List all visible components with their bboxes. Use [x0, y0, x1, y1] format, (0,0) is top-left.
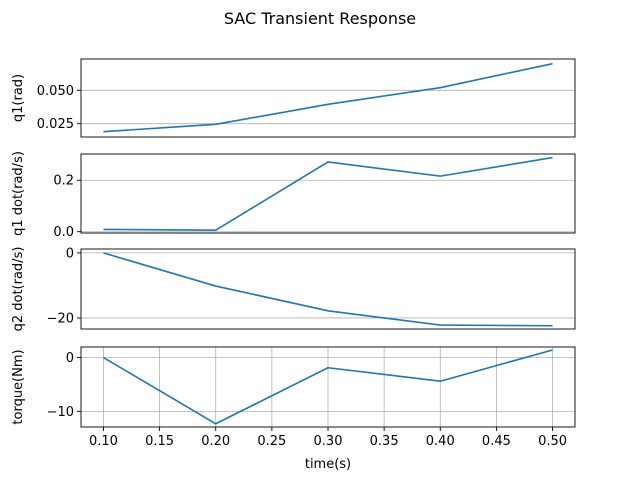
y-tick-label: 0.050: [37, 84, 74, 99]
axes-frame: [80, 248, 576, 330]
x-axis-label: time(s): [305, 457, 351, 472]
y-axis-label: q1(rad): [11, 74, 26, 122]
series-line: [103, 62, 553, 133]
x-tick-label: 0.45: [482, 434, 511, 449]
data-point: [439, 87, 441, 89]
y-tick-label: 0: [66, 246, 74, 261]
y-tick-label: 0.2: [53, 174, 74, 189]
x-tick-label: 0.40: [426, 434, 455, 449]
data-point: [439, 175, 441, 177]
data-point: [552, 325, 554, 327]
data-point: [215, 123, 217, 125]
data-point: [102, 131, 104, 133]
data-point: [552, 349, 554, 351]
subplot-1: 0.025 0.050 q1(rad): [11, 58, 576, 138]
series-line: [103, 252, 553, 327]
data-point: [439, 380, 441, 382]
y-axis-label: q1 dot(rad/s): [11, 151, 26, 236]
data-point: [327, 103, 329, 105]
figure-title: SAC Transient Response: [224, 9, 416, 28]
data-point: [102, 357, 104, 359]
series-line: [103, 156, 553, 231]
data-point: [439, 324, 441, 326]
x-tick-label: 0.50: [538, 434, 567, 449]
data-point: [215, 423, 217, 425]
y-tick-label: −10: [47, 405, 74, 420]
y-axis-label: q2 dot(rad/s): [11, 247, 26, 332]
data-point: [215, 285, 217, 287]
data-point: [215, 229, 217, 231]
y-tick-label: −20: [47, 311, 74, 326]
x-tick-label: 0.30: [314, 434, 343, 449]
y-tick-label: 0.0: [53, 225, 74, 240]
x-tick-label: 0.35: [370, 434, 399, 449]
subplot-4: −10 0 torque(Nm) 0.10 0.15 0.20 0.25 0.30 0.35 0.…: [11, 346, 576, 472]
series-line: [103, 349, 553, 425]
x-tick-label: 0.15: [145, 434, 174, 449]
data-point: [102, 252, 104, 254]
x-tick-label: 0.20: [201, 434, 230, 449]
y-axis-label: torque(Nm): [11, 349, 26, 424]
data-point: [327, 161, 329, 163]
data-point: [552, 63, 554, 65]
x-tick-label: 0.10: [89, 434, 118, 449]
data-point: [552, 157, 554, 159]
subplot-3: −20 0 q2 dot(rad/s): [11, 246, 576, 332]
axes-frame: [80, 153, 576, 234]
x-tick-label: 0.25: [257, 434, 286, 449]
axes-frame: [80, 58, 576, 138]
y-tick-label: 0: [66, 351, 74, 366]
subplot-2: 0.0 0.2 q1 dot(rad/s): [11, 151, 576, 240]
data-point: [327, 367, 329, 369]
data-point: [327, 310, 329, 312]
data-point: [102, 228, 104, 230]
y-tick-label: 0.025: [37, 117, 74, 132]
